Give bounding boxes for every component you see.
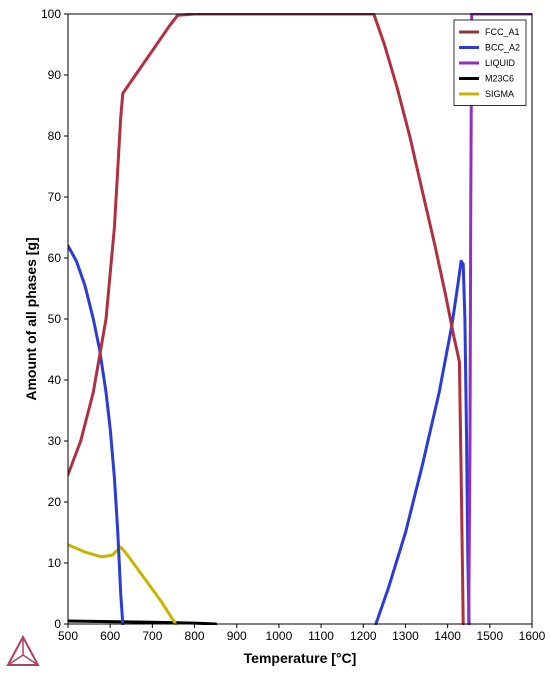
y-tick-label: 60 <box>48 251 62 265</box>
legend-label: BCC_A2 <box>485 43 520 53</box>
legend-label: M23C6 <box>485 74 514 84</box>
x-tick-label: 800 <box>185 629 205 643</box>
x-axis: 500 600 700 800 900 1000 1100 1200 1300 1400 1500 1… <box>58 624 546 643</box>
legend-label: SIGMA <box>485 89 514 99</box>
legend-label: LIQUID <box>485 58 516 68</box>
x-tick-label: 1200 <box>350 629 377 643</box>
series-line-sigma <box>68 543 178 625</box>
thermo-calc-logo-icon <box>6 634 40 666</box>
x-axis-title: Temperature [°C] <box>244 650 357 666</box>
y-tick-label: 40 <box>48 373 62 387</box>
y-axis-title: Amount of all phases [g] <box>23 237 39 400</box>
series-line-bcc-a2-1 <box>68 244 125 625</box>
y-tick-label: 30 <box>48 434 62 448</box>
y-axis: 0 10 20 30 40 50 60 70 80 90 100 <box>41 7 68 631</box>
y-tick-label: 70 <box>48 190 62 204</box>
x-tick-label: 500 <box>58 629 78 643</box>
y-tick-label: 100 <box>41 7 61 21</box>
series-line-bcc-a2-2 <box>374 259 471 625</box>
x-tick-label: 900 <box>227 629 247 643</box>
y-tick-label: 80 <box>48 129 62 143</box>
x-tick-label: 1000 <box>266 629 293 643</box>
legend: FCC_A1 BCC_A2 LIQUID M23C6 SIGMA <box>453 19 527 106</box>
x-tick-label: 1300 <box>392 629 419 643</box>
x-tick-label: 1400 <box>434 629 461 643</box>
y-tick-label: 20 <box>48 495 62 509</box>
x-tick-label: 700 <box>142 629 162 643</box>
y-tick-label: 90 <box>48 68 62 82</box>
y-tick-label: 10 <box>48 556 62 570</box>
series-line-m23c6 <box>68 619 218 625</box>
x-tick-label: 600 <box>100 629 120 643</box>
x-tick-label: 1600 <box>519 629 546 643</box>
legend-label: FCC_A1 <box>485 27 520 37</box>
y-tick-label: 0 <box>54 617 61 631</box>
y-tick-label: 50 <box>48 312 62 326</box>
x-tick-label: 1100 <box>308 629 334 643</box>
x-tick-label: 1500 <box>476 629 503 643</box>
